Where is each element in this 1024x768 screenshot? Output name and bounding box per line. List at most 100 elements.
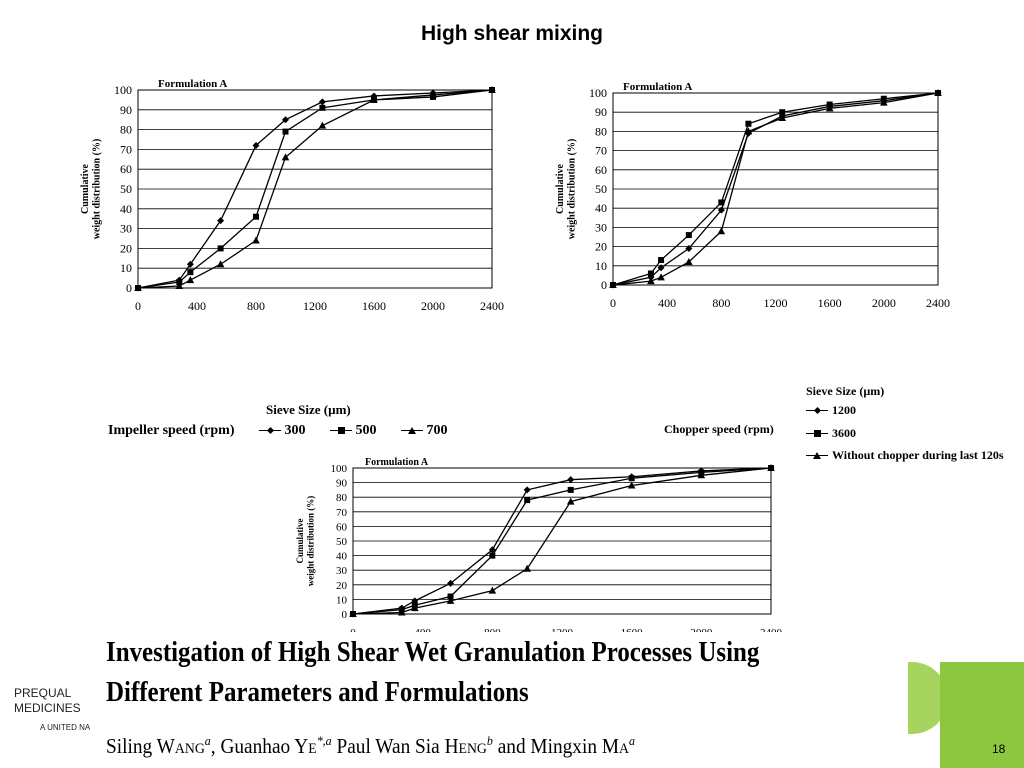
y-tick-label: 80: [120, 123, 132, 137]
x-tick-label: 2000: [421, 299, 445, 313]
data-point: [488, 586, 497, 594]
chart-impeller-speed: 0 10 20 30 40 50 60 70 80 90 100 0 400 800 1200 1600 200…: [80, 78, 504, 313]
y-tick-label: 20: [120, 241, 132, 255]
data-point: [411, 604, 419, 612]
y-tick-label: 60: [595, 163, 607, 177]
y-tick-label: 10: [595, 259, 607, 273]
paper-title: Investigation of High Shear Wet Granulat…: [106, 636, 760, 708]
data-point: [488, 86, 496, 93]
org-line-1: PREQUAL: [14, 686, 72, 700]
legend-item-700: 700: [426, 423, 448, 438]
x-tick-label: 800: [247, 299, 265, 313]
data-point: [647, 277, 655, 285]
y-tick-label: 10: [336, 594, 348, 606]
data-point: [934, 89, 942, 96]
diamond-marker-icon: [806, 406, 828, 416]
data-point: [252, 236, 260, 244]
x-tick-label: 0: [135, 299, 141, 313]
y-tick-label: 100: [331, 463, 348, 475]
data-point: [523, 486, 531, 494]
data-point: [488, 546, 496, 554]
chart-formulation-third: 0 10 20 30 40 50 60 70 80 90 100 0 400 800 1200 1600 200…: [295, 457, 783, 632]
series-line: [137, 89, 493, 289]
x-tick-label: 2400: [760, 627, 783, 632]
data-point: [697, 471, 706, 479]
y-tick-label: 90: [595, 105, 607, 119]
y-tick-label: 20: [336, 580, 348, 592]
data-point: [318, 98, 326, 106]
organization-logo-text: PREQUAL MEDICINES A UNITED NA: [14, 686, 90, 735]
y-tick-label: 100: [589, 86, 607, 100]
series-line: [352, 467, 772, 615]
data-point: [282, 116, 289, 124]
chart-title: Formulation A: [623, 81, 692, 93]
legend-item-without-chopper: Without chopper during last 120s: [832, 448, 1004, 462]
data-point: [767, 464, 775, 471]
org-line-2: MEDICINES: [14, 701, 81, 715]
x-tick-label: 400: [414, 627, 431, 632]
data-point: [282, 128, 289, 135]
series-line: [612, 92, 939, 286]
x-tick-label: 400: [658, 296, 676, 310]
x-tick-label: 1600: [362, 299, 386, 313]
data-point: [217, 245, 224, 252]
data-point: [685, 245, 693, 253]
y-tick-label: 50: [595, 182, 607, 196]
author-2: Guanhao YE*,a: [220, 733, 332, 758]
y-tick-label: 40: [336, 551, 348, 563]
y-tick-label: 30: [120, 222, 132, 236]
legend-chopper-label: Chopper speed (rpm): [664, 422, 774, 436]
author-4: Mingxin MAa: [530, 733, 635, 758]
data-point: [880, 98, 888, 106]
y-tick-label: 50: [120, 182, 132, 196]
data-point: [717, 206, 725, 214]
data-point: [446, 596, 455, 604]
data-point: [744, 127, 753, 135]
data-point: [186, 276, 195, 284]
y-tick-label: 80: [336, 492, 348, 504]
x-tick-label: 2000: [690, 627, 713, 632]
x-tick-label: 800: [712, 296, 730, 310]
x-tick-label: 1600: [621, 627, 644, 632]
y-tick-label: 0: [126, 281, 132, 295]
y-tick-label: 60: [336, 521, 348, 533]
x-tick-label: 0: [350, 627, 356, 632]
page-number: 18: [992, 742, 1006, 756]
legend-impeller-label: Impeller speed (rpm): [108, 423, 235, 438]
data-point: [217, 217, 225, 225]
x-tick-label: 1200: [303, 299, 327, 313]
y-axis-label: Cumulativeweight distribution (%): [555, 139, 578, 240]
y-tick-label: 10: [120, 261, 132, 275]
y-tick-label: 60: [120, 162, 132, 176]
y-tick-label: 0: [601, 278, 607, 292]
org-line-3: A UNITED NA: [40, 723, 91, 732]
plot-area: [612, 92, 939, 286]
slide-title: High shear mixing: [420, 22, 604, 45]
y-tick-label: 90: [336, 478, 348, 490]
data-point: [187, 269, 194, 276]
data-point: [281, 153, 290, 161]
y-tick-label: 70: [336, 507, 348, 519]
data-point: [447, 579, 455, 587]
x-tick-label: 1200: [764, 296, 788, 310]
data-point: [216, 260, 225, 268]
series-line: [137, 89, 493, 289]
data-point: [349, 610, 357, 617]
author-1: Siling WANGa,: [106, 733, 221, 758]
y-tick-label: 40: [120, 202, 132, 216]
series-line: [352, 467, 772, 615]
author-3: Paul Wan Sia HENGb and: [336, 733, 531, 758]
chart-title: Formulation A: [365, 457, 429, 468]
data-point: [658, 257, 665, 264]
y-tick-label: 70: [595, 144, 607, 158]
x-tick-label: 2400: [926, 296, 950, 310]
data-point: [718, 199, 725, 206]
y-tick-label: 30: [336, 565, 348, 577]
legend-chopper-header: Sieve Size (µm): [806, 384, 885, 398]
data-point: [778, 113, 787, 121]
data-point: [566, 497, 575, 505]
data-point: [134, 284, 142, 291]
data-point: [523, 564, 531, 572]
legend-item-1200: 1200: [832, 403, 856, 417]
x-tick-label: 0: [610, 296, 616, 310]
